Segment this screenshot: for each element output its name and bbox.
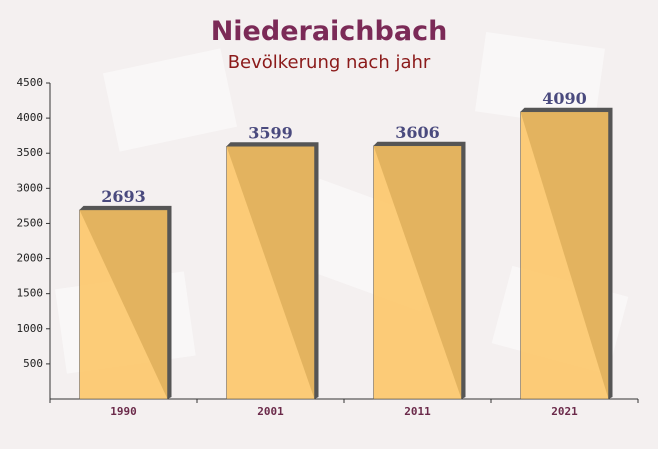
y-tick-label: 3500: [17, 146, 44, 159]
x-tick-label: 1990: [110, 405, 137, 418]
y-tick-label: 1000: [17, 322, 44, 335]
data-label: 2693: [101, 187, 146, 206]
chart-title: Niederaichbach: [211, 16, 448, 47]
x-tick-label: 2021: [551, 405, 578, 418]
chart-subtitle: Bevölkerung nach jahr: [228, 52, 431, 73]
x-tick-label: 2001: [257, 405, 284, 418]
y-tick-label: 500: [23, 357, 43, 370]
data-label: 4090: [542, 89, 587, 108]
x-tick-label: 2011: [404, 405, 431, 418]
y-tick-label: 1500: [17, 287, 44, 300]
y-tick-label: 2000: [17, 252, 44, 265]
y-tick-label: 4000: [17, 111, 44, 124]
bar: [373, 145, 462, 400]
bar: [79, 209, 168, 400]
bar: [226, 146, 315, 400]
bar: [520, 111, 609, 400]
data-label: 3599: [248, 123, 293, 142]
y-tick-label: 4500: [17, 76, 44, 89]
data-label: 3606: [395, 123, 440, 142]
y-tick-label: 3000: [17, 181, 44, 194]
y-tick-label: 2500: [17, 216, 44, 229]
